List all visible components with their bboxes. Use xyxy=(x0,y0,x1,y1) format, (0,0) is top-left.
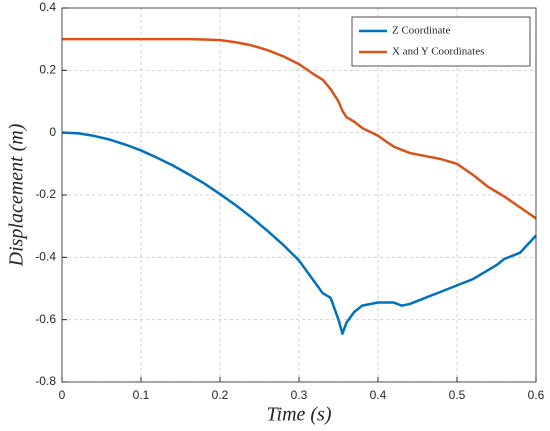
y-tick-label: -0.4 xyxy=(35,250,56,264)
line xyxy=(62,37,537,220)
y-axis-label: Displacement (m) xyxy=(6,123,28,267)
x-tick-label: 0.2 xyxy=(212,388,229,402)
y-tick-label: 0 xyxy=(49,125,56,139)
y-tick-label: 0.4 xyxy=(39,0,56,14)
y-tick-label: 0.2 xyxy=(39,63,56,77)
x-tick-label: 0.6 xyxy=(528,388,545,402)
line xyxy=(61,131,537,335)
legend-box xyxy=(351,16,531,67)
plot-border xyxy=(61,7,537,383)
y-tick-label: -0.2 xyxy=(35,187,56,201)
x-tick-label: 0.3 xyxy=(291,388,308,402)
legend-label: X and Y Coordinates xyxy=(392,46,484,58)
y-tick-label: -0.6 xyxy=(35,312,56,326)
x-axis-label: Time (s) xyxy=(267,404,332,426)
x-tick-label: 0.5 xyxy=(449,388,466,402)
x-tick-label: 0.1 xyxy=(133,388,150,402)
x-tick-label: 0.4 xyxy=(370,388,387,402)
x-tick-label: 0 xyxy=(59,388,66,402)
legend-label: Z Coordinate xyxy=(392,25,450,37)
y-tick-label: -0.8 xyxy=(35,374,56,388)
